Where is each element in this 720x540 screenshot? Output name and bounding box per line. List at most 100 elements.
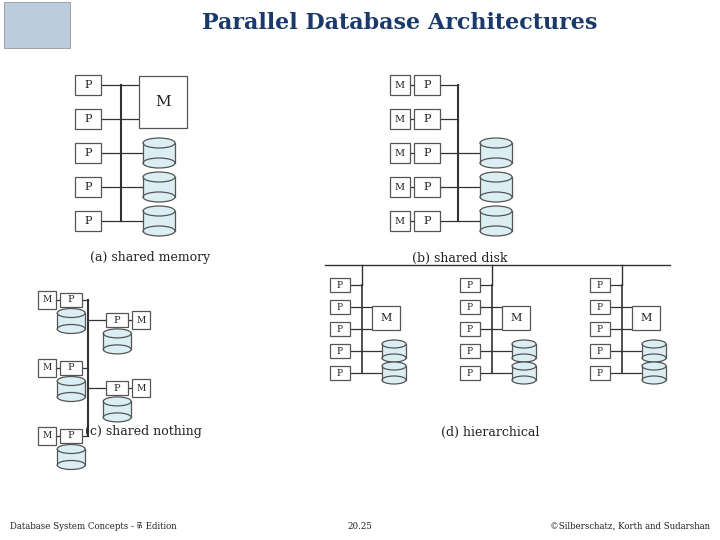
Ellipse shape (382, 362, 406, 370)
Polygon shape (143, 211, 175, 231)
Bar (414, 211, 440, 231)
Text: P: P (423, 182, 431, 192)
Text: M: M (640, 313, 652, 323)
Text: 20.25: 20.25 (348, 522, 372, 531)
Ellipse shape (57, 393, 85, 402)
Text: (b) shared disk: (b) shared disk (413, 252, 508, 265)
Text: P: P (423, 148, 431, 158)
Text: P: P (423, 114, 431, 124)
Ellipse shape (512, 376, 536, 384)
Bar (390, 211, 410, 231)
Bar (330, 344, 350, 358)
Bar (75, 177, 101, 197)
Text: P: P (467, 280, 473, 289)
Ellipse shape (103, 413, 131, 422)
Ellipse shape (103, 329, 131, 338)
Ellipse shape (480, 158, 512, 168)
Bar (60, 429, 82, 443)
Bar (390, 75, 410, 95)
Text: P: P (84, 80, 91, 90)
Text: (a) shared memory: (a) shared memory (90, 252, 210, 265)
Bar (390, 143, 410, 163)
Text: P: P (467, 368, 473, 377)
Bar (590, 366, 610, 380)
Bar (330, 366, 350, 380)
Text: P: P (84, 114, 91, 124)
Bar (132, 312, 150, 329)
Text: M: M (42, 295, 52, 305)
Text: M: M (395, 183, 405, 192)
Ellipse shape (480, 206, 512, 216)
Text: Database System Concepts - 7: Database System Concepts - 7 (10, 522, 142, 531)
Text: P: P (68, 363, 74, 373)
Bar (139, 76, 187, 128)
Polygon shape (480, 177, 512, 197)
Bar (60, 293, 82, 307)
Bar (460, 278, 480, 292)
Text: P: P (68, 295, 74, 305)
Ellipse shape (642, 340, 666, 348)
Ellipse shape (103, 397, 131, 406)
Polygon shape (642, 344, 666, 358)
Bar (330, 300, 350, 314)
Text: P: P (337, 368, 343, 377)
Ellipse shape (642, 376, 666, 384)
Polygon shape (57, 381, 85, 397)
Ellipse shape (480, 172, 512, 182)
Bar (414, 75, 440, 95)
Text: M: M (395, 148, 405, 158)
Bar (106, 381, 128, 395)
Bar (590, 322, 610, 336)
Bar (590, 278, 610, 292)
Text: P: P (467, 347, 473, 355)
Text: P: P (84, 148, 91, 158)
Ellipse shape (143, 172, 175, 182)
Ellipse shape (512, 354, 536, 362)
Text: P: P (597, 302, 603, 312)
Bar (460, 344, 480, 358)
Ellipse shape (57, 376, 85, 386)
Text: M: M (395, 80, 405, 90)
Text: M: M (380, 313, 392, 323)
Ellipse shape (143, 192, 175, 202)
Bar (632, 306, 660, 330)
Bar (390, 109, 410, 129)
Text: th: th (137, 524, 143, 529)
Bar (502, 306, 530, 330)
Polygon shape (57, 449, 85, 465)
Bar (75, 75, 101, 95)
Ellipse shape (143, 138, 175, 148)
Text: P: P (597, 347, 603, 355)
Text: M: M (156, 95, 171, 109)
Polygon shape (143, 143, 175, 163)
Text: P: P (68, 431, 74, 441)
Text: P: P (467, 302, 473, 312)
Text: Edition: Edition (143, 522, 176, 531)
Text: M: M (42, 431, 52, 441)
Text: P: P (84, 216, 91, 226)
Polygon shape (480, 143, 512, 163)
Bar (60, 361, 82, 375)
Bar (106, 313, 128, 327)
Bar (390, 177, 410, 197)
Polygon shape (103, 333, 131, 349)
Ellipse shape (103, 345, 131, 354)
Text: P: P (597, 325, 603, 334)
Ellipse shape (642, 362, 666, 370)
Bar (460, 300, 480, 314)
Ellipse shape (512, 362, 536, 370)
Text: M: M (42, 363, 52, 373)
Bar (75, 109, 101, 129)
Text: P: P (84, 182, 91, 192)
Text: P: P (423, 216, 431, 226)
Ellipse shape (382, 376, 406, 384)
Bar (372, 306, 400, 330)
Ellipse shape (143, 158, 175, 168)
Polygon shape (143, 177, 175, 197)
Ellipse shape (382, 340, 406, 348)
Text: (c) shared nothing: (c) shared nothing (84, 426, 202, 438)
Bar (38, 359, 56, 377)
Bar (460, 366, 480, 380)
Text: M: M (137, 316, 146, 325)
Ellipse shape (480, 226, 512, 236)
